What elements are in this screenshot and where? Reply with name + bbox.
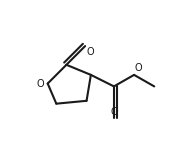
Text: O: O [87, 47, 94, 57]
Text: O: O [36, 78, 44, 89]
Text: O: O [135, 64, 142, 73]
Text: O: O [110, 107, 118, 117]
